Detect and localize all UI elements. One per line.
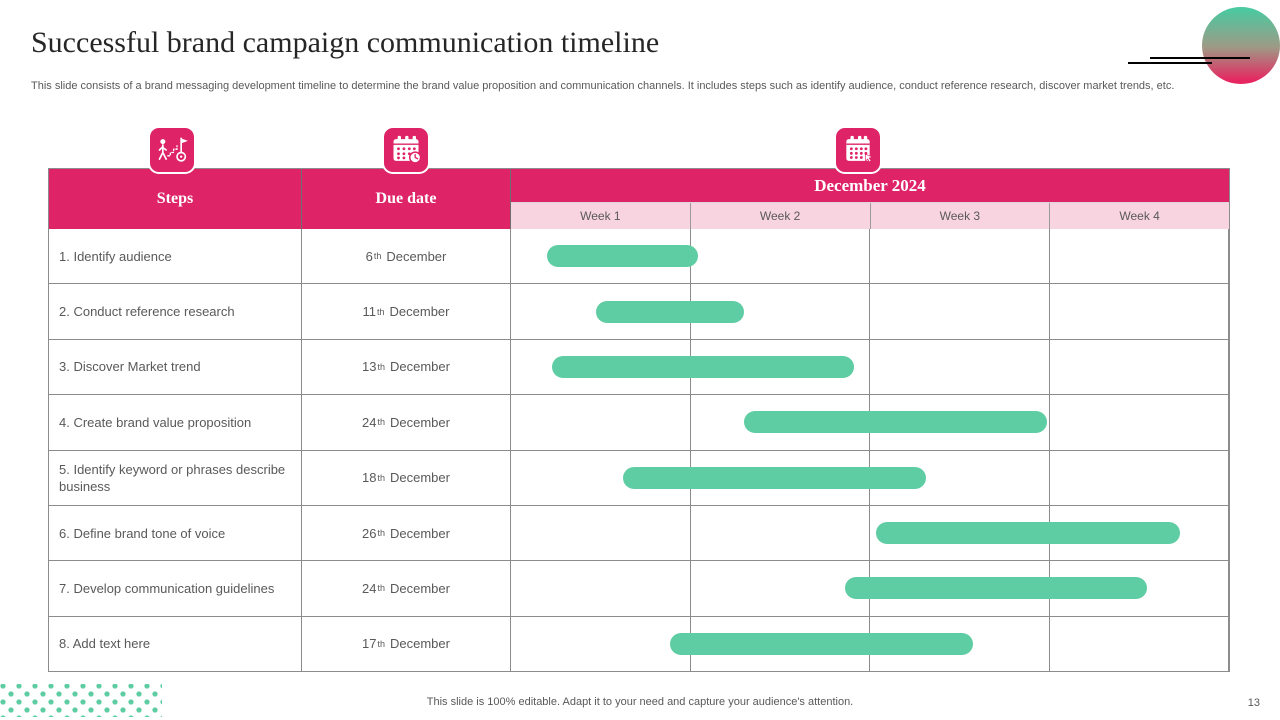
week-1-header: Week 1 <box>511 203 691 229</box>
gantt-bar <box>595 300 744 323</box>
week-3-header: Week 3 <box>871 203 1051 229</box>
week-cell <box>1050 450 1229 505</box>
gantt-row <box>511 561 1229 616</box>
week-cell <box>870 229 1050 284</box>
week-cell <box>870 450 1050 505</box>
gradient-circle-decoration <box>1202 7 1280 84</box>
gantt-bar <box>670 632 973 655</box>
week-cell <box>870 284 1050 339</box>
week-cell <box>1050 229 1229 284</box>
table-row: 5. Identify keyword or phrases describe … <box>49 450 1229 506</box>
page-title: Successful brand campaign communication … <box>31 26 660 59</box>
gantt-bar <box>551 355 855 378</box>
gantt-row <box>511 450 1229 505</box>
step-label: 2. Conduct reference research <box>49 284 302 339</box>
week-cell <box>1050 395 1229 450</box>
week-cell <box>511 616 691 671</box>
week-cell <box>691 561 870 616</box>
week-cell <box>511 561 691 616</box>
week-cell <box>870 395 1050 450</box>
week-cell <box>870 616 1050 671</box>
week-cell <box>511 395 691 450</box>
footer-note: This slide is 100% editable. Adapt it to… <box>426 696 854 708</box>
gantt-row <box>511 505 1229 561</box>
gantt-bar <box>623 466 926 489</box>
gantt-bar <box>844 577 1148 600</box>
week-cell <box>691 284 870 339</box>
step-label: 7. Develop communication guidelines <box>49 561 302 616</box>
gantt-bar <box>546 245 698 268</box>
week-cell <box>691 229 870 284</box>
step-label: 8. Add text here <box>49 616 302 671</box>
week-cell <box>1050 505 1229 561</box>
table-header: Steps Due date December 2024 Week 1 Week… <box>49 169 1229 229</box>
step-label: 3. Discover Market trend <box>49 339 302 395</box>
timeline-table: Steps Due date December 2024 Week 1 Week… <box>48 168 1230 672</box>
week-cell <box>1050 616 1229 671</box>
week-cell <box>1050 284 1229 339</box>
calendar-schedule-icon <box>834 126 882 174</box>
steps-column-header: Steps <box>49 169 302 229</box>
gantt-row <box>511 395 1229 450</box>
week-2-header: Week 2 <box>691 203 871 229</box>
week-cell <box>691 505 870 561</box>
calendar-clock-icon <box>382 126 430 174</box>
due-date-column-header: Due date <box>302 169 511 229</box>
dot-pattern-decoration <box>0 684 162 717</box>
week-cell <box>511 505 691 561</box>
week-cell <box>1050 561 1229 616</box>
page-number: 13 <box>1247 697 1260 709</box>
slide-description: This slide consists of a brand messaging… <box>31 80 1175 92</box>
step-label: 5. Identify keyword or phrases describe … <box>49 450 302 505</box>
week-cell <box>870 339 1050 395</box>
month-header-group: December 2024 Week 1 Week 2 Week 3 Week … <box>511 169 1229 229</box>
decoration-line <box>1128 62 1212 64</box>
goal-steps-icon <box>148 126 196 174</box>
step-label: 4. Create brand value proposition <box>49 395 302 450</box>
gantt-row <box>511 229 1229 284</box>
week-4-header: Week 4 <box>1119 209 1160 223</box>
month-header: December 2024 <box>511 169 1229 203</box>
step-label: 6. Define brand tone of voice <box>49 505 302 561</box>
gantt-bar <box>744 411 1047 434</box>
week-cell <box>1050 339 1229 395</box>
gantt-bar <box>875 522 1181 545</box>
gantt-row <box>511 339 1229 395</box>
step-label: 1. Identify audience <box>49 229 302 284</box>
decoration-line <box>1150 57 1250 59</box>
week-header-row: Week 1 Week 2 Week 3 Week 4 <box>511 203 1229 229</box>
gantt-row <box>511 284 1229 339</box>
gantt-row <box>511 616 1229 671</box>
week-cell <box>691 339 870 395</box>
